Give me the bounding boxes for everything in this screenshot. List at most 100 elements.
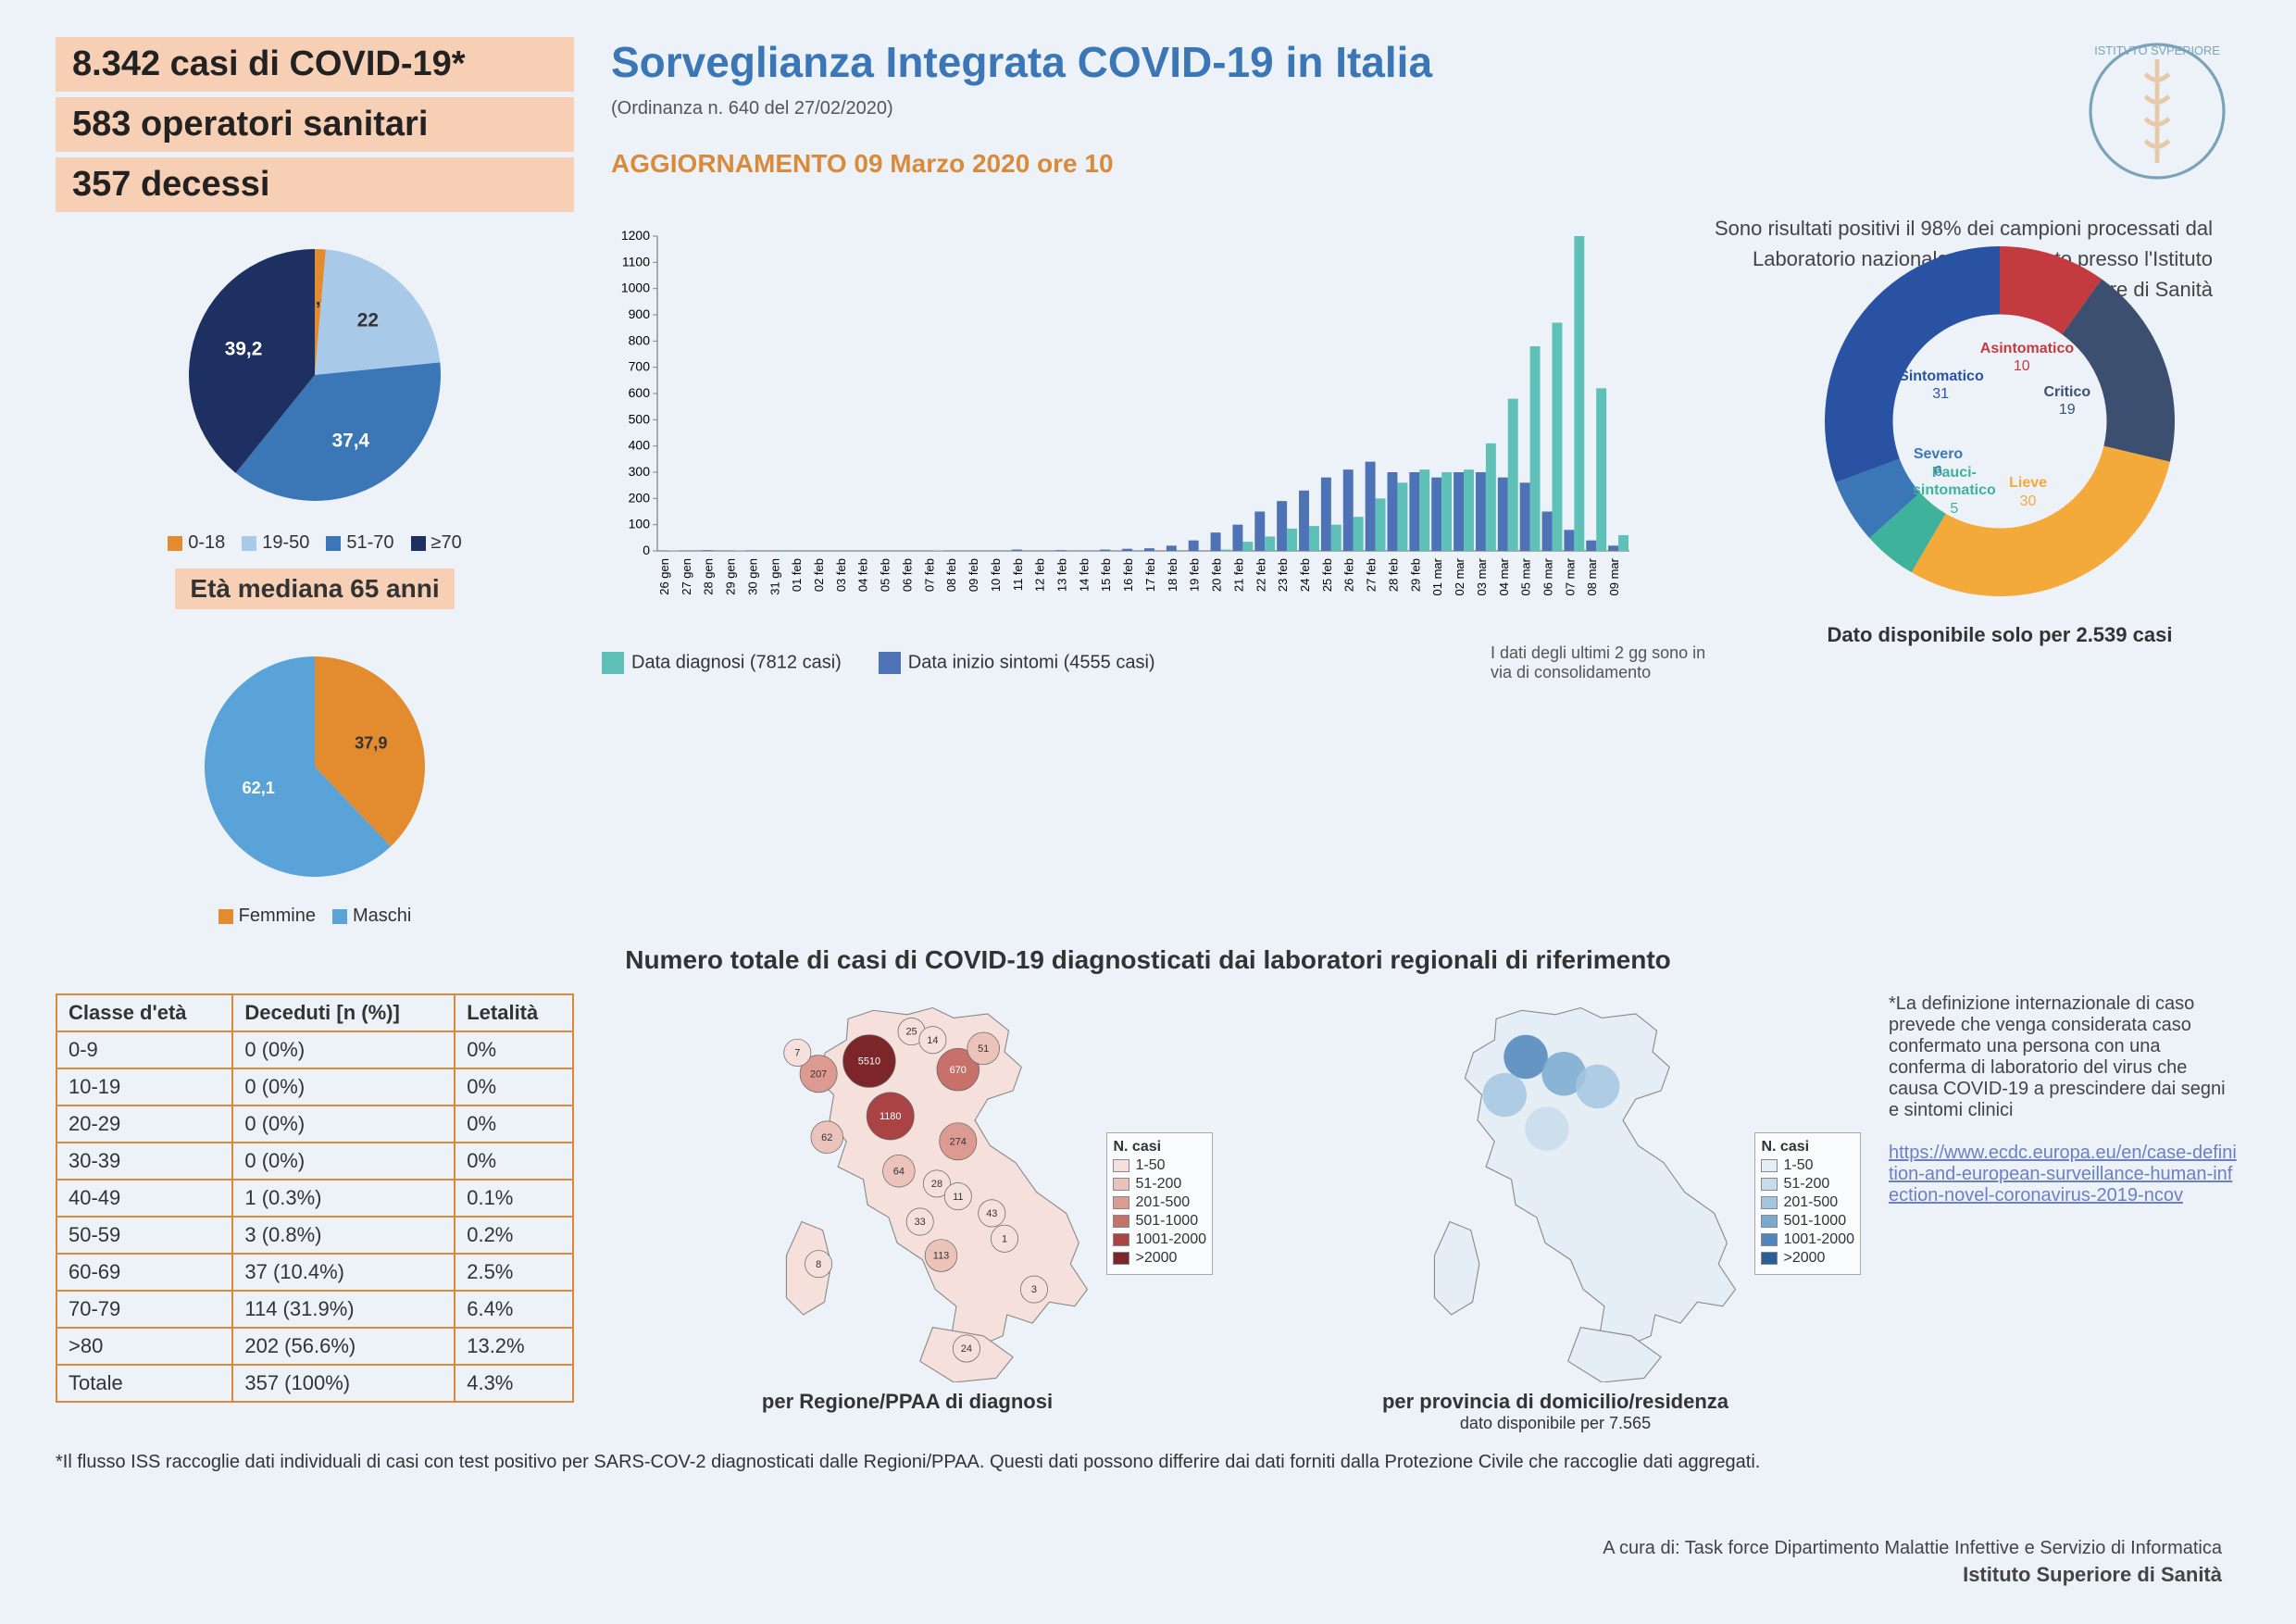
map1-caption: per Regione/PPAA di diagnosi <box>762 1390 1053 1414</box>
svg-text:03 feb: 03 feb <box>834 558 848 592</box>
svg-text:27 feb: 27 feb <box>1365 558 1379 592</box>
svg-text:26 feb: 26 feb <box>1342 558 1356 592</box>
main-title: Sorveglianza Integrata COVID-19 in Itali… <box>611 37 2037 87</box>
svg-text:31 gen: 31 gen <box>767 558 781 595</box>
summary-cases: 8.342 casi di COVID-19* <box>56 37 574 92</box>
svg-text:18 feb: 18 feb <box>1166 558 1179 592</box>
svg-text:25: 25 <box>905 1027 917 1038</box>
svg-text:11: 11 <box>953 1192 963 1203</box>
severity-donut-chart: Asintomatico10Critico19Lieve30Pauci-sint… <box>1805 227 2194 616</box>
svg-text:06 feb: 06 feb <box>900 558 914 592</box>
svg-text:14 feb: 14 feb <box>1077 558 1091 592</box>
svg-text:3: 3 <box>1031 1284 1037 1295</box>
svg-text:25 feb: 25 feb <box>1320 558 1334 592</box>
sex-pie-legend: FemmineMaschi <box>218 906 412 927</box>
svg-text:700: 700 <box>629 359 651 374</box>
svg-text:51: 51 <box>978 1043 989 1055</box>
svg-text:900: 900 <box>629 306 651 321</box>
sex-pie-chart: 37,962,1 <box>185 637 444 896</box>
svg-text:1180: 1180 <box>880 1111 902 1122</box>
summary-box: 8.342 casi di COVID-19* 583 operatori sa… <box>56 37 574 218</box>
svg-text:62,1: 62,1 <box>243 779 275 797</box>
svg-text:8: 8 <box>816 1259 821 1270</box>
side-note-text: *La definizione internazionale di caso p… <box>1889 993 2240 1121</box>
svg-text:200: 200 <box>629 490 651 505</box>
svg-text:37,4: 37,4 <box>332 430 370 451</box>
title-block: Sorveglianza Integrata COVID-19 in Itali… <box>611 37 2037 218</box>
section-title: Numero totale di casi di COVID-19 diagno… <box>56 945 2240 975</box>
map2-sub: dato disponibile per 7.565 <box>1460 1414 1651 1433</box>
credit: A cura di: Task force Dipartimento Malat… <box>1603 1538 2222 1587</box>
svg-text:7: 7 <box>794 1048 800 1059</box>
svg-text:19 feb: 19 feb <box>1188 558 1202 592</box>
svg-text:02 feb: 02 feb <box>812 558 826 592</box>
svg-text:22 feb: 22 feb <box>1254 558 1267 592</box>
svg-text:64: 64 <box>893 1166 905 1177</box>
svg-text:0: 0 <box>643 543 650 557</box>
map2-caption: per provincia di domicilio/residenza <box>1382 1390 1728 1414</box>
iss-logo: ISTITVTO SVPERIORE <box>2074 37 2240 218</box>
svg-text:100: 100 <box>629 517 651 531</box>
svg-text:05 mar: 05 mar <box>1519 557 1533 595</box>
svg-text:01 mar: 01 mar <box>1430 557 1444 595</box>
credit-org: Istituto Superiore di Sanità <box>1603 1563 2222 1587</box>
svg-text:03 mar: 03 mar <box>1475 557 1489 595</box>
svg-text:22: 22 <box>357 309 379 331</box>
svg-text:1200: 1200 <box>621 228 650 243</box>
svg-text:5510: 5510 <box>858 1056 880 1068</box>
map-regions: 5510118067027420711364625143332825241411… <box>602 993 1213 1433</box>
svg-text:ISTITVTO SVPERIORE: ISTITVTO SVPERIORE <box>2094 44 2220 57</box>
donut-caption: Dato disponibile solo per 2.539 casi <box>1828 623 2173 647</box>
bar-chart-legend: Data diagnosi (7812 casi) Data inizio si… <box>602 643 1731 682</box>
svg-text:14: 14 <box>927 1035 938 1046</box>
svg-text:500: 500 <box>629 411 651 426</box>
svg-text:13 feb: 13 feb <box>1054 558 1068 592</box>
map-regions-legend: N. casi1-5051-200201-500501-10001001-200… <box>1106 1132 1213 1275</box>
svg-text:1100: 1100 <box>622 254 650 269</box>
legend-diag: Data diagnosi (7812 casi) <box>631 652 842 672</box>
svg-text:01 feb: 01 feb <box>790 558 804 592</box>
update-line: AGGIORNAMENTO 09 Marzo 2020 ore 10 <box>611 149 2037 179</box>
age-pie-legend: 0-1819-5051-70≥70 <box>168 532 462 554</box>
svg-text:08 feb: 08 feb <box>944 558 958 592</box>
svg-text:09 feb: 09 feb <box>967 558 980 592</box>
svg-text:04 feb: 04 feb <box>856 558 870 592</box>
svg-text:29 gen: 29 gen <box>724 558 738 595</box>
svg-text:39,2: 39,2 <box>225 338 262 359</box>
map-provinces-legend: N. casi1-5051-200201-500501-10001001-200… <box>1754 1132 1861 1275</box>
mortality-table: Classe d'etàDeceduti [n (%)]Letalità0-90… <box>56 993 574 1433</box>
svg-text:15 feb: 15 feb <box>1099 558 1113 592</box>
svg-text:400: 400 <box>629 438 651 453</box>
bar-chart-note: I dati degli ultimi 2 gg sono in via di … <box>1491 643 1731 682</box>
side-note-link[interactable]: https://www.ecdc.europa.eu/en/case-defin… <box>1889 1143 2237 1206</box>
svg-text:21 feb: 21 feb <box>1231 558 1245 592</box>
svg-text:07 feb: 07 feb <box>922 558 936 592</box>
svg-text:20 feb: 20 feb <box>1210 558 1224 592</box>
svg-text:24: 24 <box>961 1343 972 1355</box>
svg-text:43: 43 <box>986 1208 997 1219</box>
svg-text:1000: 1000 <box>621 281 650 295</box>
svg-text:62: 62 <box>821 1132 832 1143</box>
svg-text:09 mar: 09 mar <box>1607 557 1621 595</box>
svg-text:24 feb: 24 feb <box>1298 558 1312 592</box>
credit-line: A cura di: Task force Dipartimento Malat… <box>1603 1538 2222 1558</box>
age-pie-chart: 1,42237,439,2 <box>167 227 463 523</box>
svg-text:27 gen: 27 gen <box>680 558 693 595</box>
svg-text:33: 33 <box>915 1217 926 1228</box>
svg-text:16 feb: 16 feb <box>1121 558 1135 592</box>
svg-text:05 feb: 05 feb <box>879 558 892 592</box>
svg-text:07 mar: 07 mar <box>1563 557 1577 595</box>
svg-text:28 gen: 28 gen <box>702 558 716 595</box>
svg-text:04 mar: 04 mar <box>1497 557 1511 595</box>
svg-text:207: 207 <box>810 1068 827 1080</box>
svg-text:670: 670 <box>950 1065 967 1076</box>
svg-text:08 mar: 08 mar <box>1585 557 1599 595</box>
side-note: *La definizione internazionale di caso p… <box>1889 993 2240 1433</box>
svg-text:17 feb: 17 feb <box>1143 558 1157 592</box>
svg-text:23 feb: 23 feb <box>1276 558 1290 592</box>
summary-workers: 583 operatori sanitari <box>56 97 574 152</box>
svg-text:300: 300 <box>629 464 651 479</box>
map-provinces: N. casi1-5051-200201-500501-10001001-200… <box>1250 993 1861 1433</box>
footnote: *Il flusso ISS raccoglie dati individual… <box>56 1452 2240 1473</box>
svg-text:28: 28 <box>931 1179 942 1190</box>
